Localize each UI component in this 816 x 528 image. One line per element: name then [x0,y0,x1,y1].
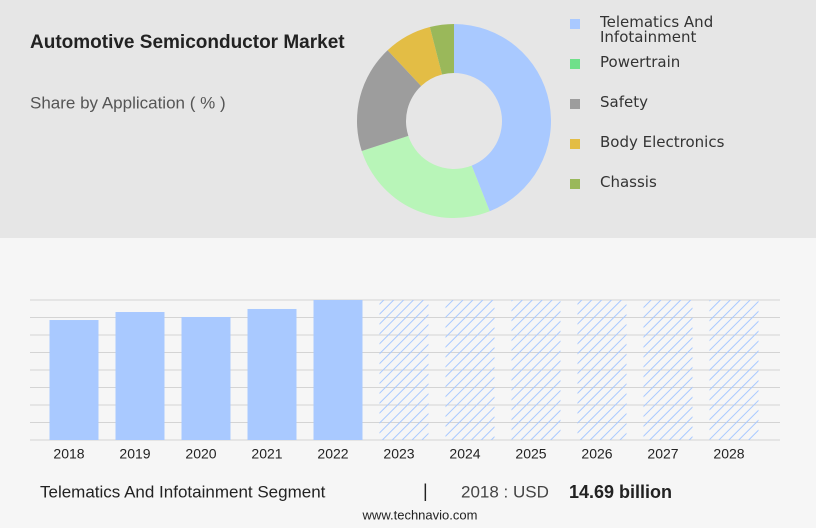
legend-marker [570,59,580,69]
legend-label: Powertrain [600,55,681,71]
legend-label: Telematics And Infotainment [600,15,714,46]
legend-marker [570,19,580,29]
forecast-bar [379,300,429,440]
chart-subtitle: Share by Application ( % ) [30,93,226,112]
bar [115,312,165,440]
legend-item: Body Electronics [600,135,725,151]
legend-item: Powertrain [600,55,681,71]
footer-separator: | [423,481,428,501]
bar [49,320,99,440]
bar [313,300,363,440]
chart-title: Automotive Semiconductor Market [30,32,345,53]
donut-segment [454,24,551,212]
legend-marker [570,99,580,109]
forecast-bar [643,300,693,440]
bar [181,316,231,440]
legend-marker [570,139,580,149]
footer-year: 2018 : USD [461,482,549,501]
x-tick-label: 2022 [317,446,348,462]
footer-source: www.technavio.com [362,507,478,522]
x-tick-label: 2024 [449,446,480,462]
forecast-bar [577,300,627,440]
x-tick-label: 2028 [713,446,744,462]
legend-item: Safety [600,95,648,111]
forecast-bar [445,300,495,440]
x-tick-label: 2027 [647,446,678,462]
footer-value: 14.69 billion [569,482,672,502]
bar [247,308,297,440]
footer-segment: Telematics And Infotainment Segment [40,482,326,501]
donut-segment [387,27,443,87]
legend-item: Telematics And Infotainment [600,15,714,46]
forecast-bar [709,300,759,440]
x-tick-label: 2023 [383,446,414,462]
x-tick-label: 2019 [119,446,150,462]
x-tick-label: 2021 [251,446,282,462]
donut-segment [357,50,422,151]
legend-label: Chassis [600,175,657,191]
x-tick-label: 2018 [53,446,84,462]
legend-label: Body Electronics [600,135,725,151]
donut-segment [361,135,490,218]
legend-marker [570,179,580,189]
legend-label: Safety [600,95,648,111]
x-tick-label: 2025 [515,446,546,462]
forecast-bar [511,300,561,440]
donut-segment [429,24,454,75]
x-tick-label: 2026 [581,446,612,462]
x-tick-label: 2020 [185,446,216,462]
legend-item: Chassis [600,175,657,191]
